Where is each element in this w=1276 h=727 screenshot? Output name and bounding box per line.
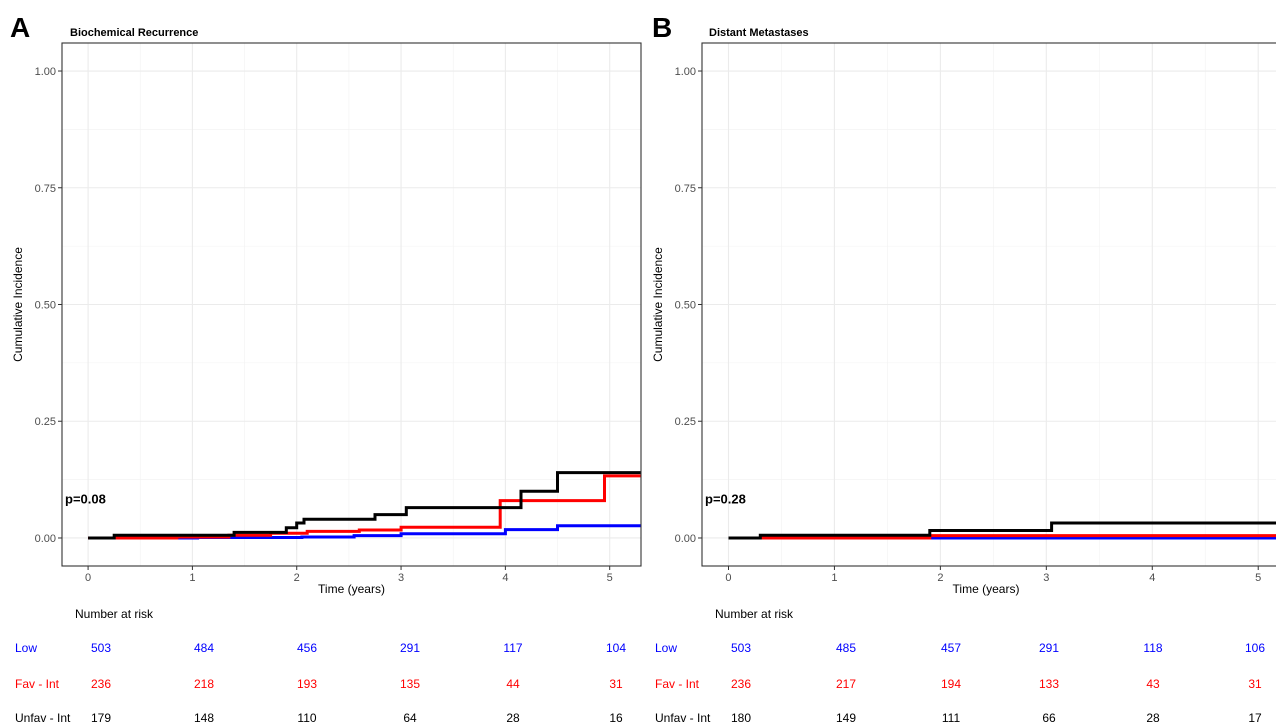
chart-title: Biochemical Recurrence	[70, 27, 198, 39]
risk-row-label: Unfav - Int	[655, 711, 711, 725]
y-tick-label: 1.00	[675, 66, 696, 78]
risk-value: 28	[1146, 711, 1160, 725]
risk-value: 217	[836, 677, 856, 691]
risk-value: 180	[731, 711, 751, 725]
y-tick-label: 0.75	[675, 183, 696, 195]
x-tick-label: 4	[1149, 572, 1155, 584]
risk-value: 503	[731, 641, 751, 655]
risk-value: 117	[503, 641, 522, 655]
y-axis-title: Cumulative Incidence	[11, 247, 25, 362]
risk-value: 16	[609, 711, 623, 725]
y-tick-label: 0.00	[675, 533, 696, 545]
plot-border	[61, 42, 642, 567]
curves	[728, 521, 1276, 540]
risk-table: Number at risk Low 503 484 456 291 117 104 Fav -…	[15, 607, 626, 725]
risk-value: 106	[1245, 641, 1265, 655]
x-axis-title: Time (years)	[318, 582, 385, 596]
risk-row-label: Unfav - Int	[15, 711, 71, 725]
risk-row-label: Low	[655, 641, 677, 655]
risk-value: 43	[1146, 677, 1160, 691]
series-line-fav-int	[728, 534, 1276, 540]
risk-value: 457	[941, 641, 961, 655]
panel-a: A Biochemical Recurrence 0 1 2 3 4 5 0.00 0.25 0.5…	[10, 12, 642, 725]
risk-value: 110	[297, 711, 316, 725]
risk-row-label: Fav - Int	[655, 677, 700, 691]
grid	[702, 43, 1276, 566]
grid	[62, 43, 641, 566]
x-tick-label: 5	[607, 572, 613, 584]
y-axis-title: Cumulative Incidence	[651, 247, 665, 362]
curves	[88, 471, 641, 540]
risk-table: Number at risk Low 503 485 457 291 118 106 Fav -…	[655, 607, 1265, 725]
risk-value: 194	[941, 677, 961, 691]
x-tick-label: 2	[937, 572, 943, 584]
series-line-fav-int	[88, 474, 641, 540]
risk-value: 291	[400, 641, 420, 655]
risk-value: 104	[606, 641, 626, 655]
risk-value: 484	[194, 641, 214, 655]
x-tick-label: 1	[189, 572, 195, 584]
risk-row-label: Low	[15, 641, 37, 655]
risk-row-label: Fav - Int	[15, 677, 60, 691]
risk-table-title: Number at risk	[715, 607, 794, 621]
risk-value: 236	[91, 677, 111, 691]
series-line-unfav-int	[728, 521, 1276, 540]
x-tick-label: 4	[502, 572, 508, 584]
risk-value: 133	[1039, 677, 1059, 691]
risk-value: 179	[91, 711, 111, 725]
x-tick-label: 1	[831, 572, 837, 584]
risk-value: 148	[194, 711, 214, 725]
x-tick-label: 3	[1043, 572, 1049, 584]
x-tick-label: 3	[398, 572, 404, 584]
risk-value: 135	[400, 677, 420, 691]
panel-letter: A	[10, 12, 30, 43]
x-axis-title: Time (years)	[953, 582, 1020, 596]
chart-title: Distant Metastases	[709, 27, 809, 39]
p-value: p=0.28	[705, 492, 746, 507]
risk-value: 44	[506, 677, 520, 691]
y-tick-label: 0.75	[35, 183, 56, 195]
panel-b: B Distant Metastases 0 1 2 3 4 5 0.00 0.25 0.50 0.7…	[651, 12, 1276, 725]
risk-value: 503	[91, 641, 111, 655]
risk-value: 17	[1248, 711, 1262, 725]
y-tick-label: 0.25	[35, 416, 56, 428]
risk-value: 64	[403, 711, 417, 725]
panel-letter: B	[652, 12, 672, 43]
y-tick-label: 0.50	[35, 300, 56, 312]
y-tick-label: 0.00	[35, 533, 56, 545]
risk-value: 31	[1248, 677, 1262, 691]
risk-value: 31	[609, 677, 623, 691]
risk-value: 485	[836, 641, 856, 655]
y-tick-label: 0.50	[675, 300, 696, 312]
x-tick-label: 5	[1255, 572, 1261, 584]
risk-table-title: Number at risk	[75, 607, 154, 621]
risk-value: 218	[194, 677, 214, 691]
risk-value: 118	[1143, 641, 1162, 655]
x-tick-label: 0	[85, 572, 91, 584]
risk-value: 111	[942, 711, 961, 725]
p-value: p=0.08	[65, 492, 106, 507]
risk-value: 66	[1042, 711, 1056, 725]
y-tick-label: 0.25	[675, 416, 696, 428]
x-tick-label: 2	[294, 572, 300, 584]
risk-value: 149	[836, 711, 856, 725]
series-line-unfav-int	[88, 471, 641, 540]
risk-value: 456	[297, 641, 317, 655]
risk-value: 193	[297, 677, 317, 691]
risk-value: 291	[1039, 641, 1059, 655]
risk-value: 236	[731, 677, 751, 691]
y-tick-label: 1.00	[35, 66, 56, 78]
x-tick-label: 0	[725, 572, 731, 584]
risk-value: 28	[506, 711, 520, 725]
plot-border	[701, 42, 1276, 567]
